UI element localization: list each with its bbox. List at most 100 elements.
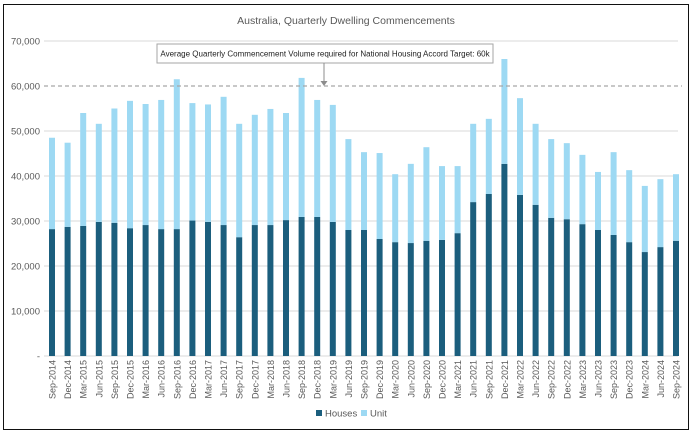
y-tick-label: 60,000 [11, 82, 40, 93]
x-tick-label: Jun-2016 [157, 360, 167, 398]
bar-unit-sep-2020 [423, 147, 430, 241]
bar-houses-jun-2016 [158, 229, 165, 356]
x-tick-label: Jun-2022 [531, 360, 541, 398]
bar-houses-sep-2023 [610, 234, 617, 356]
bar-unit-dec-2023 [626, 170, 633, 243]
bar-houses-dec-2022 [563, 219, 570, 356]
y-tick-label: 10,000 [11, 307, 40, 318]
bar-houses-jun-2019 [345, 230, 352, 356]
x-tick-label: Sep-2020 [422, 360, 432, 399]
bar-houses-dec-2021 [501, 163, 508, 356]
x-tick-label: Sep-2017 [235, 360, 245, 399]
x-tick-label: Mar-2024 [640, 360, 650, 399]
bar-houses-mar-2019 [329, 221, 336, 356]
bar-houses-mar-2018 [267, 225, 274, 356]
bar-unit-sep-2021 [485, 118, 492, 194]
x-tick-label: Sep-2019 [360, 360, 370, 399]
bar-houses-jun-2021 [470, 202, 477, 356]
x-tick-label: Sep-2022 [547, 360, 557, 399]
x-tick-label: Jun-2017 [219, 360, 229, 398]
bar-unit-sep-2018 [298, 77, 305, 217]
x-tick-label: Dec-2023 [625, 360, 635, 399]
bar-houses-sep-2017 [236, 237, 243, 356]
bar-unit-mar-2022 [517, 98, 523, 195]
x-tick-label: Jun-2018 [282, 360, 292, 398]
x-tick-label: Dec-2014 [63, 360, 73, 399]
bar-unit-mar-2015 [80, 113, 87, 226]
bar-unit-jun-2019 [345, 139, 352, 230]
bars [49, 59, 679, 356]
bar-houses-jun-2023 [595, 230, 601, 356]
x-tick-label: Sep-2014 [48, 360, 58, 399]
x-tick-label: Sep-2021 [484, 360, 494, 399]
bar-unit-sep-2017 [236, 123, 243, 238]
x-tick-label: Mar-2021 [453, 360, 463, 399]
bar-unit-dec-2022 [563, 143, 570, 220]
chart-title: Australia, Quarterly Dwelling Commenceme… [237, 15, 455, 27]
legend-swatch-unit [361, 410, 367, 416]
bar-unit-dec-2014 [64, 142, 71, 227]
x-tick-label: Jun-2024 [656, 360, 666, 398]
bar-houses-jun-2018 [283, 220, 289, 356]
bar-houses-dec-2014 [64, 226, 71, 356]
bar-unit-jun-2024 [657, 179, 664, 248]
bar-houses-sep-2020 [423, 240, 430, 356]
reference-line-group: Average Quarterly Commencement Volume re… [44, 43, 682, 87]
bar-houses-mar-2015 [80, 225, 87, 356]
y-tick-label: 30,000 [11, 217, 40, 228]
bar-houses-sep-2016 [173, 229, 180, 356]
bar-unit-sep-2014 [49, 137, 55, 230]
x-tick-label: Dec-2017 [250, 360, 260, 399]
x-tick-label: Jun-2021 [469, 360, 479, 398]
x-tick-label: Mar-2016 [141, 360, 151, 399]
bar-unit-jun-2015 [95, 123, 102, 222]
bar-unit-dec-2015 [127, 100, 133, 229]
annotation-text: Average Quarterly Commencement Volume re… [160, 50, 490, 59]
bar-unit-mar-2019 [329, 104, 336, 222]
x-tick-label: Sep-2016 [172, 360, 182, 399]
bar-unit-mar-2023 [579, 154, 586, 225]
bar-houses-mar-2016 [142, 225, 149, 356]
x-tick-label: Jun-2020 [406, 360, 416, 398]
bar-unit-dec-2016 [189, 103, 196, 221]
bar-houses-jun-2015 [95, 221, 102, 356]
bar-houses-mar-2020 [392, 242, 399, 356]
bar-unit-mar-2018 [267, 108, 274, 226]
bar-unit-jun-2020 [407, 163, 414, 244]
y-tick-label: 40,000 [11, 172, 40, 183]
bar-unit-dec-2020 [439, 166, 445, 240]
bar-unit-sep-2024 [673, 174, 679, 241]
x-tick-label: Dec-2022 [562, 360, 572, 399]
x-tick-label: Dec-2016 [188, 360, 198, 399]
bar-unit-mar-2024 [641, 185, 648, 253]
legend-swatch-houses [316, 410, 322, 416]
x-tick-label: Mar-2023 [578, 360, 588, 399]
bar-houses-sep-2024 [673, 240, 679, 356]
bar-houses-mar-2024 [641, 252, 648, 356]
x-tick-label: Sep-2023 [609, 360, 619, 399]
bar-houses-dec-2015 [127, 228, 133, 356]
x-tick-label: Jun-2023 [594, 360, 604, 398]
bar-unit-mar-2017 [205, 104, 211, 222]
x-tick-label: Sep-2018 [297, 360, 307, 399]
bar-unit-mar-2020 [392, 174, 399, 243]
y-tick-label: 70,000 [11, 37, 40, 48]
bar-houses-dec-2020 [439, 239, 445, 356]
bar-houses-sep-2015 [111, 222, 118, 356]
bar-houses-dec-2018 [314, 216, 321, 356]
bar-houses-sep-2018 [298, 216, 305, 356]
x-tick-label: Sep-2024 [672, 360, 682, 399]
bar-unit-sep-2016 [173, 79, 180, 230]
bar-unit-mar-2021 [454, 166, 461, 234]
x-tick-label: Mar-2020 [391, 360, 401, 399]
bar-houses-dec-2016 [189, 220, 196, 356]
legend-label-houses: Houses [325, 409, 357, 420]
x-tick-label: Jun-2019 [344, 360, 354, 398]
bar-houses-jun-2024 [657, 247, 664, 356]
bar-unit-jun-2018 [283, 113, 289, 221]
bar-unit-dec-2021 [501, 59, 508, 164]
bar-houses-sep-2014 [49, 229, 55, 356]
x-tick-label: Dec-2020 [438, 360, 448, 399]
bar-unit-jun-2017 [220, 96, 227, 226]
bar-houses-sep-2021 [485, 194, 492, 356]
